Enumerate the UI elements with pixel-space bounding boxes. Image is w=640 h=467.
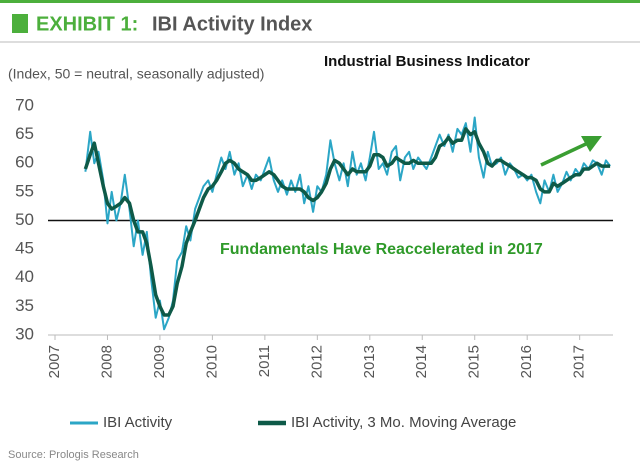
x-tick-label: 2008: [98, 345, 115, 378]
x-tick-label: 2011: [256, 345, 273, 377]
y-tick-label: 70: [15, 95, 34, 114]
y-tick-label: 65: [15, 124, 34, 143]
exhibit-label: EXHIBIT 1:: [36, 13, 138, 35]
plot-area: 30 35 40 45 50 55 60 65 70 2007 2008 2009 2010 2011 20…: [15, 95, 613, 378]
x-tick-label: 2012: [308, 345, 325, 378]
title-marker: [12, 14, 28, 33]
trend-arrow: [540, 136, 602, 167]
legend-label: IBI Activity: [103, 414, 173, 431]
y-tick-label: 40: [15, 267, 34, 286]
series-line: [83, 127, 611, 317]
x-tick-label: 2014: [413, 345, 430, 378]
arrow-head: [581, 136, 602, 152]
y-tick-label: 35: [15, 296, 34, 315]
x-tick-label: 2009: [151, 345, 168, 378]
x-tick-label: 2015: [466, 345, 483, 378]
y-tick-label: 50: [15, 210, 34, 229]
y-tick-label: 45: [15, 239, 34, 258]
y-tick-label: 60: [15, 153, 34, 172]
y-tick-label: 55: [15, 181, 34, 200]
source-note: Source: Prologis Research: [8, 449, 139, 461]
x-tick-label: 2013: [361, 345, 378, 378]
top-rule: [0, 0, 640, 3]
arrow-shaft: [540, 141, 589, 167]
chart-title: IBI Activity Index: [152, 13, 312, 35]
x-tick-label: 2007: [46, 345, 63, 378]
x-tick-label: 2017: [571, 345, 588, 378]
annotation: Fundamentals Have Reaccelerated in 2017: [220, 241, 543, 258]
series-line: [84, 116, 611, 331]
x-tick-label: 2010: [203, 345, 220, 378]
x-tick-label: 2016: [518, 345, 535, 378]
chart-subtitle: (Index, 50 = neutral, seasonally adjuste…: [8, 66, 264, 82]
legend-label: IBI Activity, 3 Mo. Moving Average: [291, 414, 516, 431]
annotation: Industrial Business Indicator: [324, 53, 530, 70]
y-tick-label: 30: [15, 324, 34, 343]
